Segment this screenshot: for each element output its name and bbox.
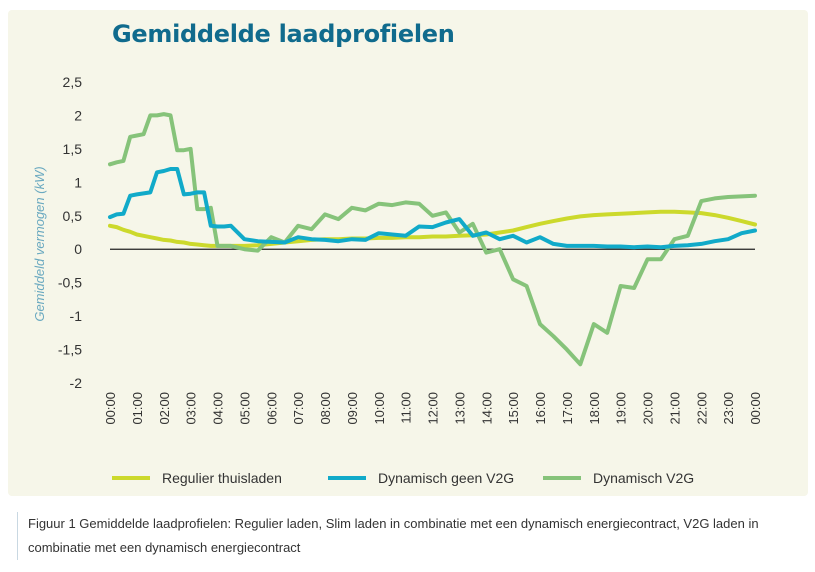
x-tick-label: 05:00 xyxy=(237,392,252,425)
x-tick-label: 07:00 xyxy=(291,392,306,425)
y-tick-label: 1 xyxy=(74,174,82,190)
y-tick-label: -2 xyxy=(70,375,83,391)
x-tick-label: 02:00 xyxy=(157,392,172,425)
x-tick-label: 16:00 xyxy=(533,392,548,425)
x-tick-label: 09:00 xyxy=(345,392,360,425)
x-tick-label: 15:00 xyxy=(506,392,521,425)
x-tick-label: 00:00 xyxy=(103,392,118,425)
legend-label: Dynamisch V2G xyxy=(593,470,694,486)
y-tick-label: -0,5 xyxy=(58,275,82,291)
y-tick-label: -1,5 xyxy=(58,342,82,358)
chart-title: Gemiddelde laadprofielen xyxy=(112,20,455,48)
x-tick-label: 08:00 xyxy=(318,392,333,425)
x-tick-label: 10:00 xyxy=(372,392,387,425)
x-tick-label: 23:00 xyxy=(721,392,736,425)
y-tick-label: -1 xyxy=(70,308,83,324)
x-tick-label: 11:00 xyxy=(399,392,414,424)
x-tick-label: 20:00 xyxy=(641,392,656,425)
y-axis-label: Gemiddeld vermogen (kW) xyxy=(32,166,47,321)
x-tick-label: 22:00 xyxy=(694,392,709,425)
y-tick-label: 2 xyxy=(74,107,82,123)
series-line-2 xyxy=(108,112,757,367)
y-tick-label: 1,5 xyxy=(63,141,83,157)
y-tick-label: 0 xyxy=(74,241,82,257)
legend-label: Regulier thuisladen xyxy=(162,470,282,486)
chart-legend: Regulier thuisladen Dynamisch geen V2G Dyn… xyxy=(112,470,694,486)
x-tick-label: 18:00 xyxy=(587,392,602,425)
legend-label: Dynamisch geen V2G xyxy=(378,470,514,486)
chart-panel xyxy=(8,10,808,496)
x-tick-label: 12:00 xyxy=(426,392,441,425)
x-tick-label: 21:00 xyxy=(667,392,682,425)
x-tick-label: 14:00 xyxy=(479,392,494,425)
series-line-1 xyxy=(108,167,757,250)
series-lines xyxy=(108,112,757,367)
x-tick-label: 13:00 xyxy=(452,392,467,425)
x-tick-label: 01:00 xyxy=(130,392,145,425)
y-tick-label: 2,5 xyxy=(63,74,83,90)
y-tick-labels: 2,5 2 1,5 1 0,5 0 -0,5 -1 -1,5 -2 xyxy=(58,74,82,391)
figure-caption: Figuur 1 Gemiddelde laadprofielen: Regul… xyxy=(17,512,808,560)
x-tick-label: 17:00 xyxy=(560,392,575,425)
x-tick-label: 03:00 xyxy=(184,392,199,425)
x-tick-label: 04:00 xyxy=(211,392,226,425)
y-tick-label: 0,5 xyxy=(63,208,83,224)
x-tick-label: 00:00 xyxy=(748,392,763,425)
series-line-0 xyxy=(108,209,757,248)
x-tick-label: 06:00 xyxy=(264,392,279,425)
x-tick-labels: 00:00 01:00 02:00 03:00 04:00 05:00 06:00 07:00… xyxy=(103,392,763,425)
x-tick-label: 19:00 xyxy=(614,392,629,425)
